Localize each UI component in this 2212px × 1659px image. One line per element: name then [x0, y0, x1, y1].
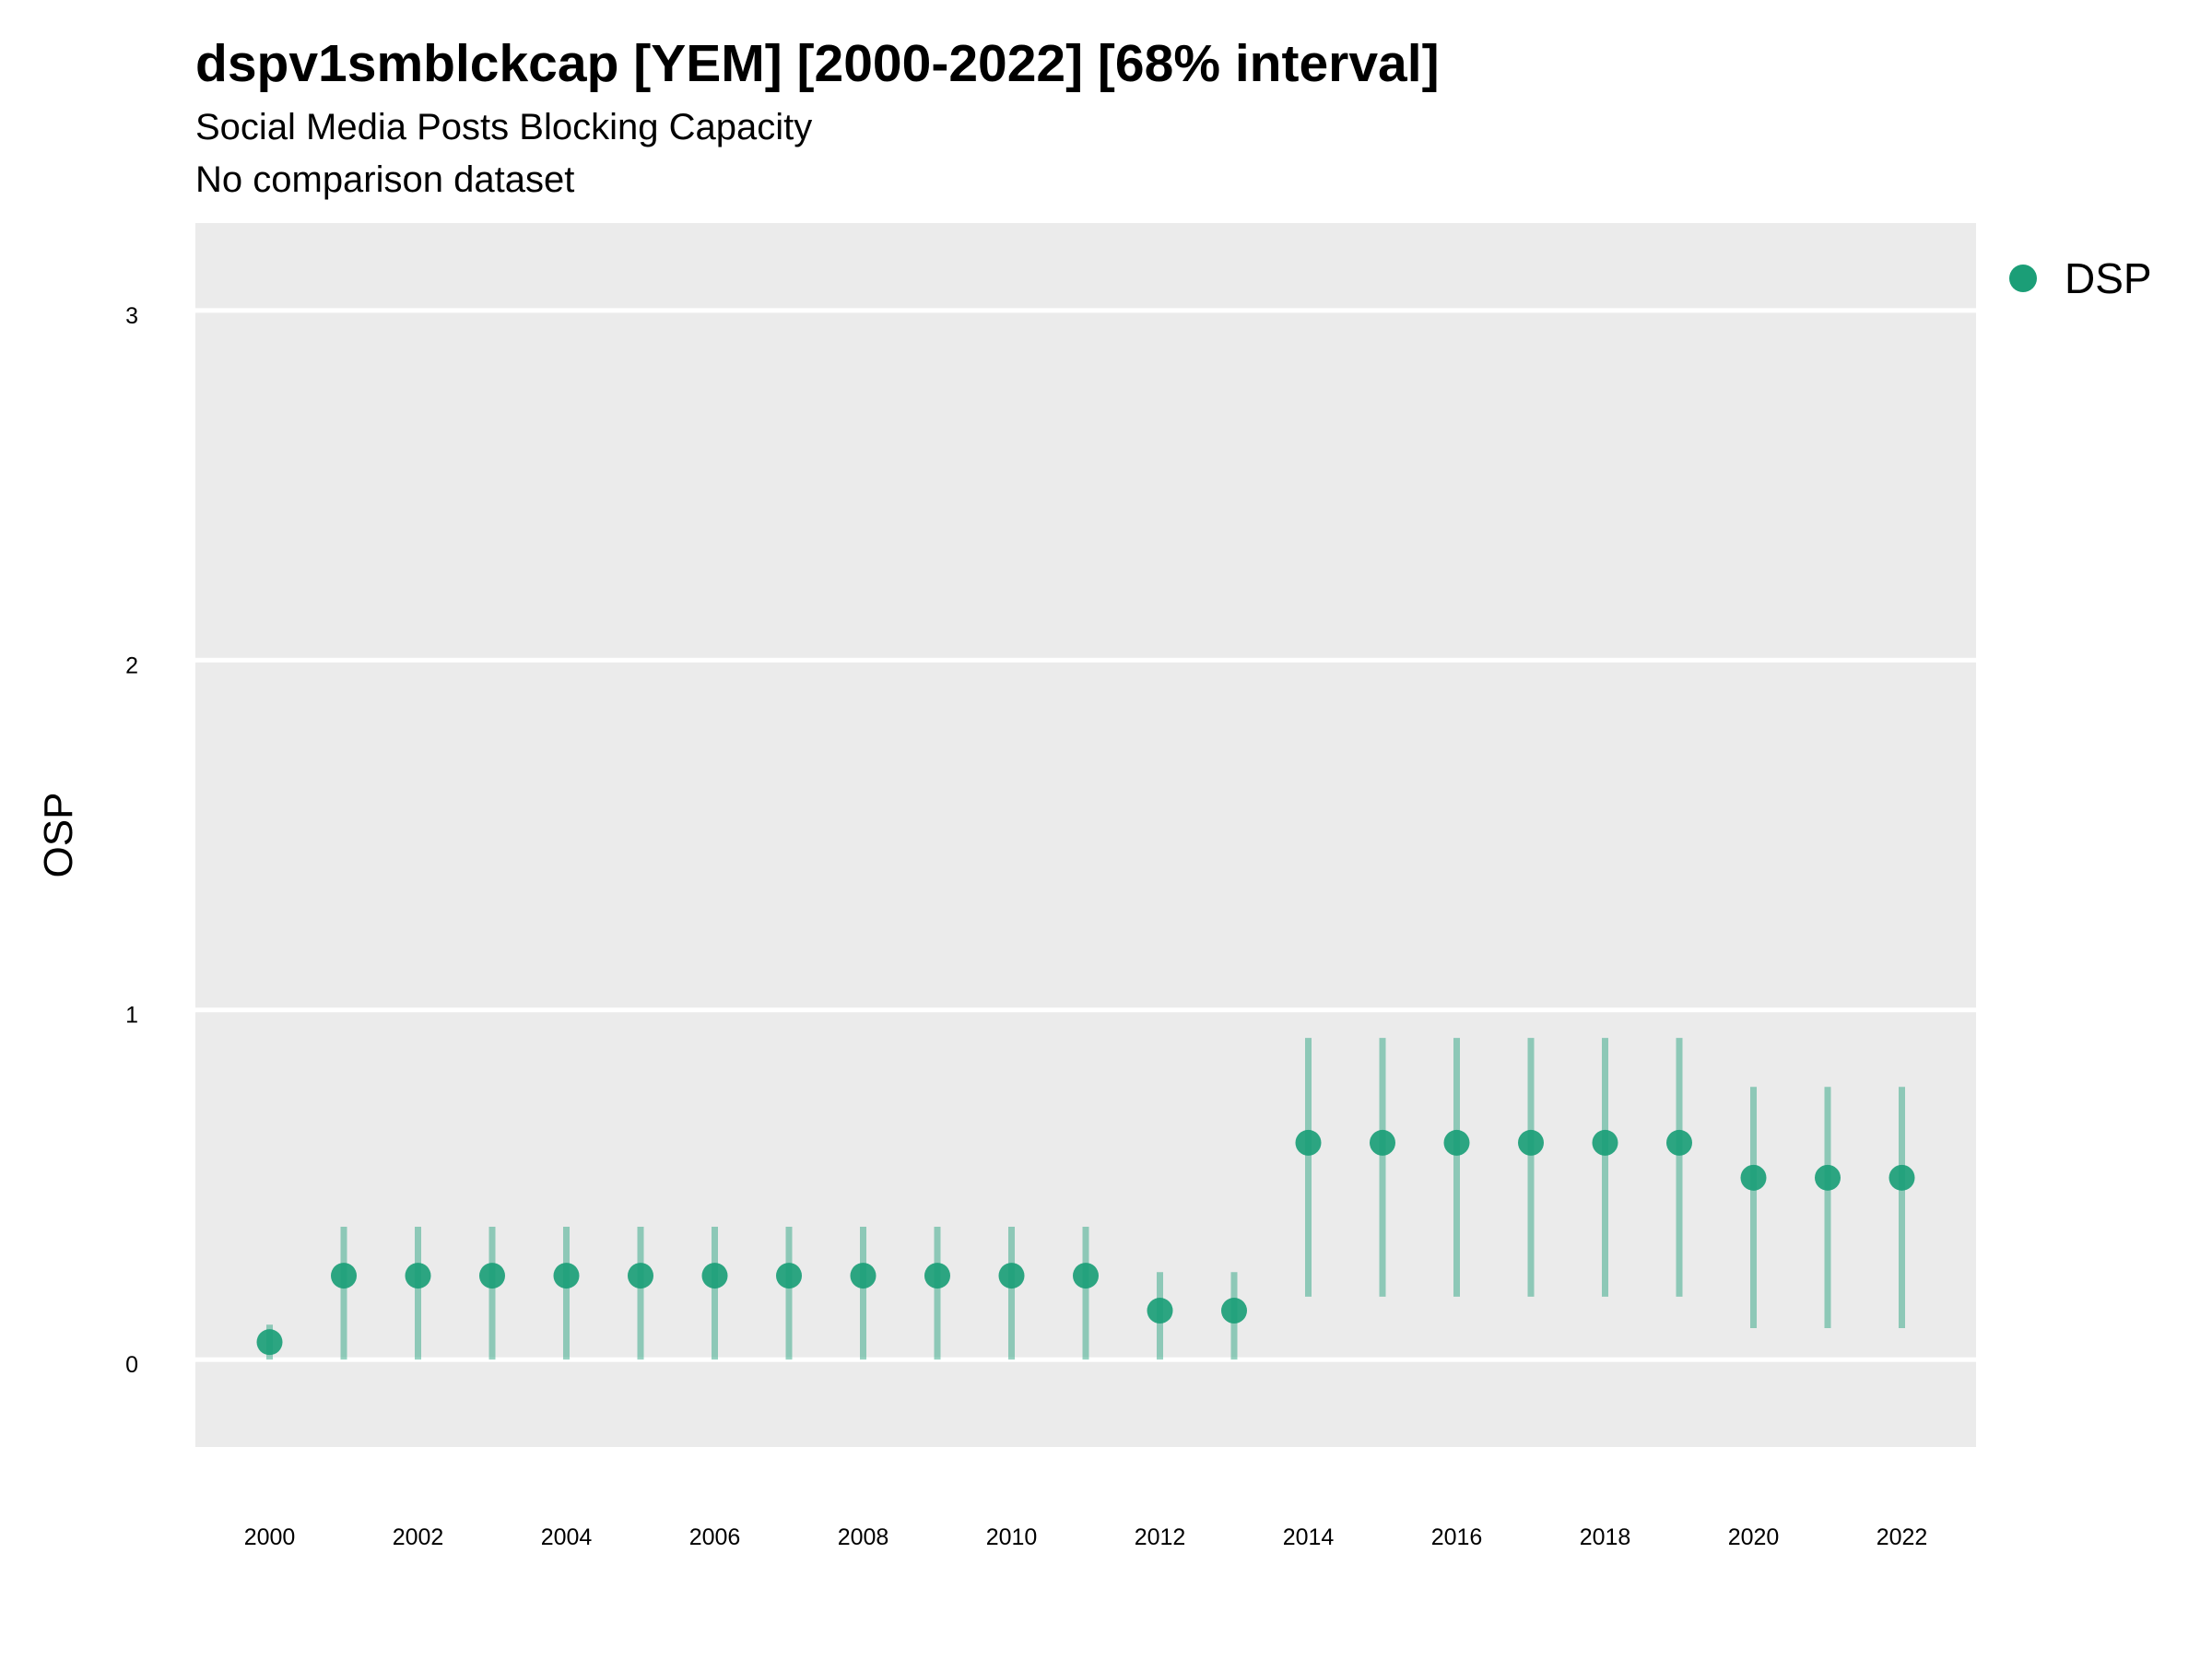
- data-point: [1518, 1129, 1544, 1156]
- data-point: [256, 1329, 283, 1356]
- data-point: [1147, 1298, 1173, 1324]
- data-point: [405, 1263, 431, 1289]
- data-point: [1888, 1164, 1915, 1191]
- data-point: [1073, 1263, 1099, 1289]
- x-tick-label: 2020: [1728, 1524, 1780, 1550]
- data-point: [850, 1263, 877, 1289]
- x-tick-label: 2018: [1580, 1524, 1631, 1550]
- legend-label-dsp: DSP: [2065, 254, 2152, 302]
- data-point: [1370, 1129, 1395, 1156]
- data-point: [1221, 1298, 1247, 1324]
- x-tick-label: 2016: [1431, 1524, 1483, 1550]
- chart-subtitle: Social Media Posts Blocking Capacity: [195, 107, 813, 147]
- chart-title: dspv1smblckcap [YEM] [2000-2022] [68% in…: [195, 34, 1440, 93]
- y-tick-label: 1: [125, 1003, 138, 1029]
- gridlines: [195, 308, 1976, 1362]
- x-tick-label: 2022: [1877, 1524, 1928, 1550]
- y-tick-label: 0: [125, 1352, 138, 1378]
- data-point: [1815, 1164, 1841, 1191]
- chart-caption: No comparison dataset: [195, 159, 575, 200]
- data-point: [628, 1263, 653, 1289]
- x-tick-label: 2008: [838, 1524, 889, 1550]
- data-point: [1666, 1129, 1692, 1156]
- x-tick-label: 2010: [986, 1524, 1038, 1550]
- x-axis-ticks: 2000 2002 2004 2006 2008 2010 2012 2014 2016 2018…: [244, 1524, 1928, 1550]
- data-point: [998, 1263, 1025, 1289]
- data-point: [924, 1263, 950, 1289]
- x-tick-label: 2012: [1135, 1524, 1186, 1550]
- data-point: [701, 1263, 728, 1289]
- error-bars: [266, 1038, 1905, 1360]
- x-tick-label: 2000: [244, 1524, 296, 1550]
- data-point: [1740, 1164, 1767, 1191]
- legend: DSP: [2009, 254, 2152, 302]
- plot-panel: [195, 223, 1976, 1447]
- y-axis-ticks: 0 1 2 3: [125, 303, 138, 1378]
- data-point: [1443, 1129, 1470, 1156]
- data-point: [331, 1263, 357, 1289]
- data-point: [776, 1263, 802, 1289]
- y-tick-label: 3: [125, 303, 138, 329]
- data-points: [256, 1129, 1915, 1356]
- data-point: [479, 1263, 505, 1289]
- y-axis-label: OSP: [36, 793, 81, 878]
- x-tick-label: 2002: [393, 1524, 444, 1550]
- x-tick-label: 2014: [1283, 1524, 1335, 1550]
- x-tick-label: 2004: [541, 1524, 593, 1550]
- legend-marker-dsp: [2009, 265, 2037, 292]
- data-point: [553, 1263, 580, 1289]
- data-point: [1592, 1129, 1618, 1156]
- x-tick-label: 2006: [689, 1524, 741, 1550]
- y-tick-label: 2: [125, 653, 138, 678]
- data-point: [1295, 1129, 1322, 1156]
